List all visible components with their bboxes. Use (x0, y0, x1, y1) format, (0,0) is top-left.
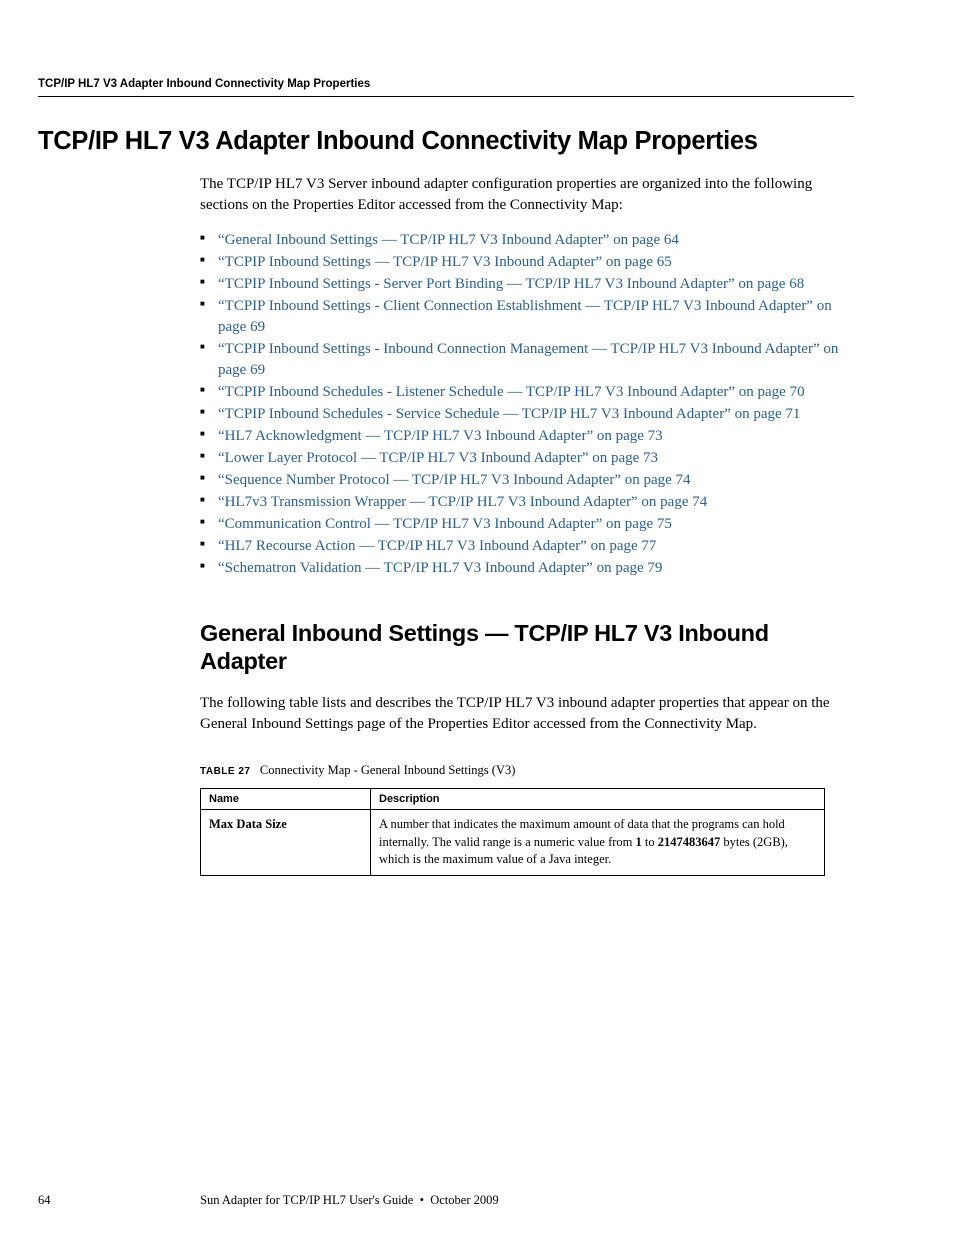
list-item: “TCPIP Inbound Schedules - Service Sched… (200, 404, 854, 425)
toc-link[interactable]: “HL7 Recourse Action — TCP/IP HL7 V3 Inb… (218, 538, 656, 554)
list-item: “HL7 Acknowledgment — TCP/IP HL7 V3 Inbo… (200, 426, 854, 447)
toc-link-list: “General Inbound Settings — TCP/IP HL7 V… (200, 230, 854, 579)
toc-link[interactable]: “Communication Control — TCP/IP HL7 V3 I… (218, 516, 672, 532)
toc-link[interactable]: “TCPIP Inbound Settings - Server Port Bi… (218, 276, 804, 292)
page-number: 64 (38, 1193, 51, 1208)
toc-link[interactable]: “Schematron Validation — TCP/IP HL7 V3 I… (218, 560, 662, 576)
toc-link[interactable]: “General Inbound Settings — TCP/IP HL7 V… (218, 232, 679, 248)
toc-link[interactable]: “TCPIP Inbound Settings — TCP/IP HL7 V3 … (218, 254, 672, 270)
footer-text: Sun Adapter for TCP/IP HL7 User's Guide … (200, 1193, 499, 1208)
properties-table: Name Description Max Data Size A number … (200, 788, 825, 876)
list-item: “TCPIP Inbound Settings - Inbound Connec… (200, 339, 854, 381)
toc-link[interactable]: “TCPIP Inbound Schedules - Service Sched… (218, 406, 800, 422)
list-item: “TCPIP Inbound Settings - Server Port Bi… (200, 274, 854, 295)
toc-link[interactable]: “TCPIP Inbound Settings - Client Connect… (218, 298, 832, 335)
running-head: TCP/IP HL7 V3 Adapter Inbound Connectivi… (38, 78, 854, 97)
page-title: TCP/IP HL7 V3 Adapter Inbound Connectivi… (38, 127, 854, 156)
list-item: “TCPIP Inbound Settings - Client Connect… (200, 296, 854, 338)
intro-paragraph: The TCP/IP HL7 V3 Server inbound adapter… (200, 174, 854, 216)
list-item: “TCPIP Inbound Schedules - Listener Sche… (200, 382, 854, 403)
list-item: “HL7 Recourse Action — TCP/IP HL7 V3 Inb… (200, 536, 854, 557)
list-item: “General Inbound Settings — TCP/IP HL7 V… (200, 230, 854, 251)
table-row: Max Data Size A number that indicates th… (201, 810, 825, 876)
toc-link[interactable]: “HL7 Acknowledgment — TCP/IP HL7 V3 Inbo… (218, 428, 663, 444)
desc-value-max: 2147483647 (658, 835, 721, 849)
toc-link[interactable]: “Lower Layer Protocol — TCP/IP HL7 V3 In… (218, 450, 658, 466)
table-caption: TABLE 27 Connectivity Map - General Inbo… (200, 763, 854, 778)
document-page: TCP/IP HL7 V3 Adapter Inbound Connectivi… (0, 0, 954, 936)
table-caption-text: Connectivity Map - General Inbound Setti… (260, 763, 516, 777)
property-name-cell: Max Data Size (201, 810, 371, 876)
property-description-cell: A number that indicates the maximum amou… (371, 810, 825, 876)
list-item: “Communication Control — TCP/IP HL7 V3 I… (200, 514, 854, 535)
list-item: “Lower Layer Protocol — TCP/IP HL7 V3 In… (200, 448, 854, 469)
toc-link[interactable]: “TCPIP Inbound Schedules - Listener Sche… (218, 384, 805, 400)
desc-text: to (642, 835, 658, 849)
list-item: “HL7v3 Transmission Wrapper — TCP/IP HL7… (200, 492, 854, 513)
column-header-description: Description (371, 789, 825, 810)
toc-link[interactable]: “TCPIP Inbound Settings - Inbound Connec… (218, 341, 838, 378)
toc-link[interactable]: “HL7v3 Transmission Wrapper — TCP/IP HL7… (218, 494, 707, 510)
list-item: “Schematron Validation — TCP/IP HL7 V3 I… (200, 558, 854, 579)
section-title: General Inbound Settings — TCP/IP HL7 V3… (200, 619, 854, 675)
column-header-name: Name (201, 789, 371, 810)
list-item: “Sequence Number Protocol — TCP/IP HL7 V… (200, 470, 854, 491)
table-label: TABLE 27 (200, 766, 251, 777)
table-header-row: Name Description (201, 789, 825, 810)
list-item: “TCPIP Inbound Settings — TCP/IP HL7 V3 … (200, 252, 854, 273)
toc-link[interactable]: “Sequence Number Protocol — TCP/IP HL7 V… (218, 472, 691, 488)
section-paragraph: The following table lists and describes … (200, 693, 854, 735)
